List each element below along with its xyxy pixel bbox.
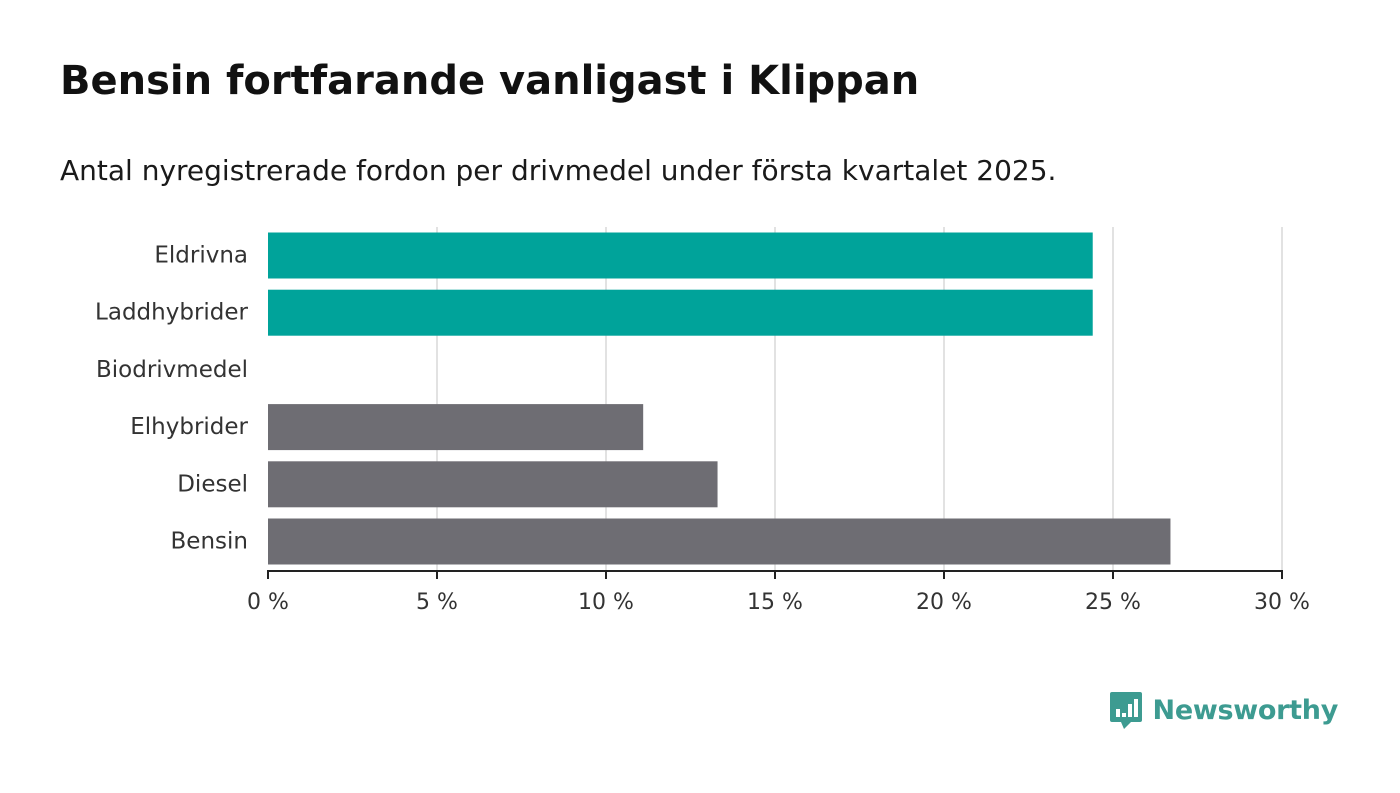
category-label: Biodrivmedel: [96, 357, 248, 383]
bars: [268, 232, 1171, 565]
grid-lines: [436, 227, 1283, 571]
x-tick-label: 0 %: [247, 590, 289, 615]
category-label: Eldrivna: [154, 243, 248, 269]
brand-logo: Newsworthy: [1109, 690, 1338, 730]
chart-subtitle: Antal nyregistrerade fordon per drivmede…: [60, 154, 1057, 187]
category-label: Diesel: [177, 471, 248, 497]
bar-diesel: [268, 461, 718, 508]
category-labels: Eldrivna Laddhybrider Biodrivmedel Elhybrid…: [95, 243, 248, 555]
x-tick-label: 30 %: [1254, 590, 1310, 615]
category-label: Laddhybrider: [95, 300, 248, 326]
x-tick-label: 15 %: [747, 590, 803, 615]
bar-elhybrider: [268, 404, 644, 451]
x-tick-label: 5 %: [416, 590, 458, 615]
bar-bensin: [268, 518, 1171, 565]
brand-name: Newsworthy: [1152, 694, 1339, 726]
bar-chart: 0 % 5 % 10 % 15 % 20 % 25 % 30 % Eldrivna Laddh…: [95, 227, 1310, 615]
chart-title: Bensin fortfarande vanligast i Klippan: [60, 58, 920, 104]
category-label: Bensin: [171, 529, 248, 555]
newsworthy-logo-icon: [1109, 692, 1142, 729]
x-axis: 0 % 5 % 10 % 15 % 20 % 25 % 30 %: [247, 570, 1310, 615]
x-tick-label: 25 %: [1085, 590, 1141, 615]
bar-eldrivna: [268, 232, 1093, 279]
x-tick-label: 10 %: [578, 590, 634, 615]
x-tick-label: 20 %: [916, 590, 972, 615]
bar-laddhybrider: [268, 289, 1093, 336]
category-label: Elhybrider: [130, 414, 248, 440]
